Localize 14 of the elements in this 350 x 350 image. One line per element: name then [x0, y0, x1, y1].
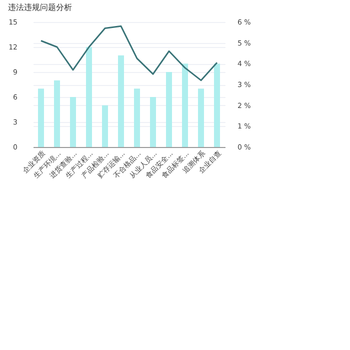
bar	[182, 64, 188, 147]
bar	[166, 72, 172, 147]
line-series	[40, 25, 218, 82]
bar	[134, 88, 140, 147]
bar	[102, 105, 108, 147]
bar	[198, 88, 204, 147]
bar	[38, 88, 44, 147]
bar	[214, 64, 220, 147]
bar	[54, 80, 60, 147]
bar	[70, 97, 76, 147]
bar	[86, 47, 92, 147]
chart-title: 违法违规问题分析	[8, 3, 72, 12]
bar	[118, 55, 124, 147]
bar	[150, 97, 156, 147]
